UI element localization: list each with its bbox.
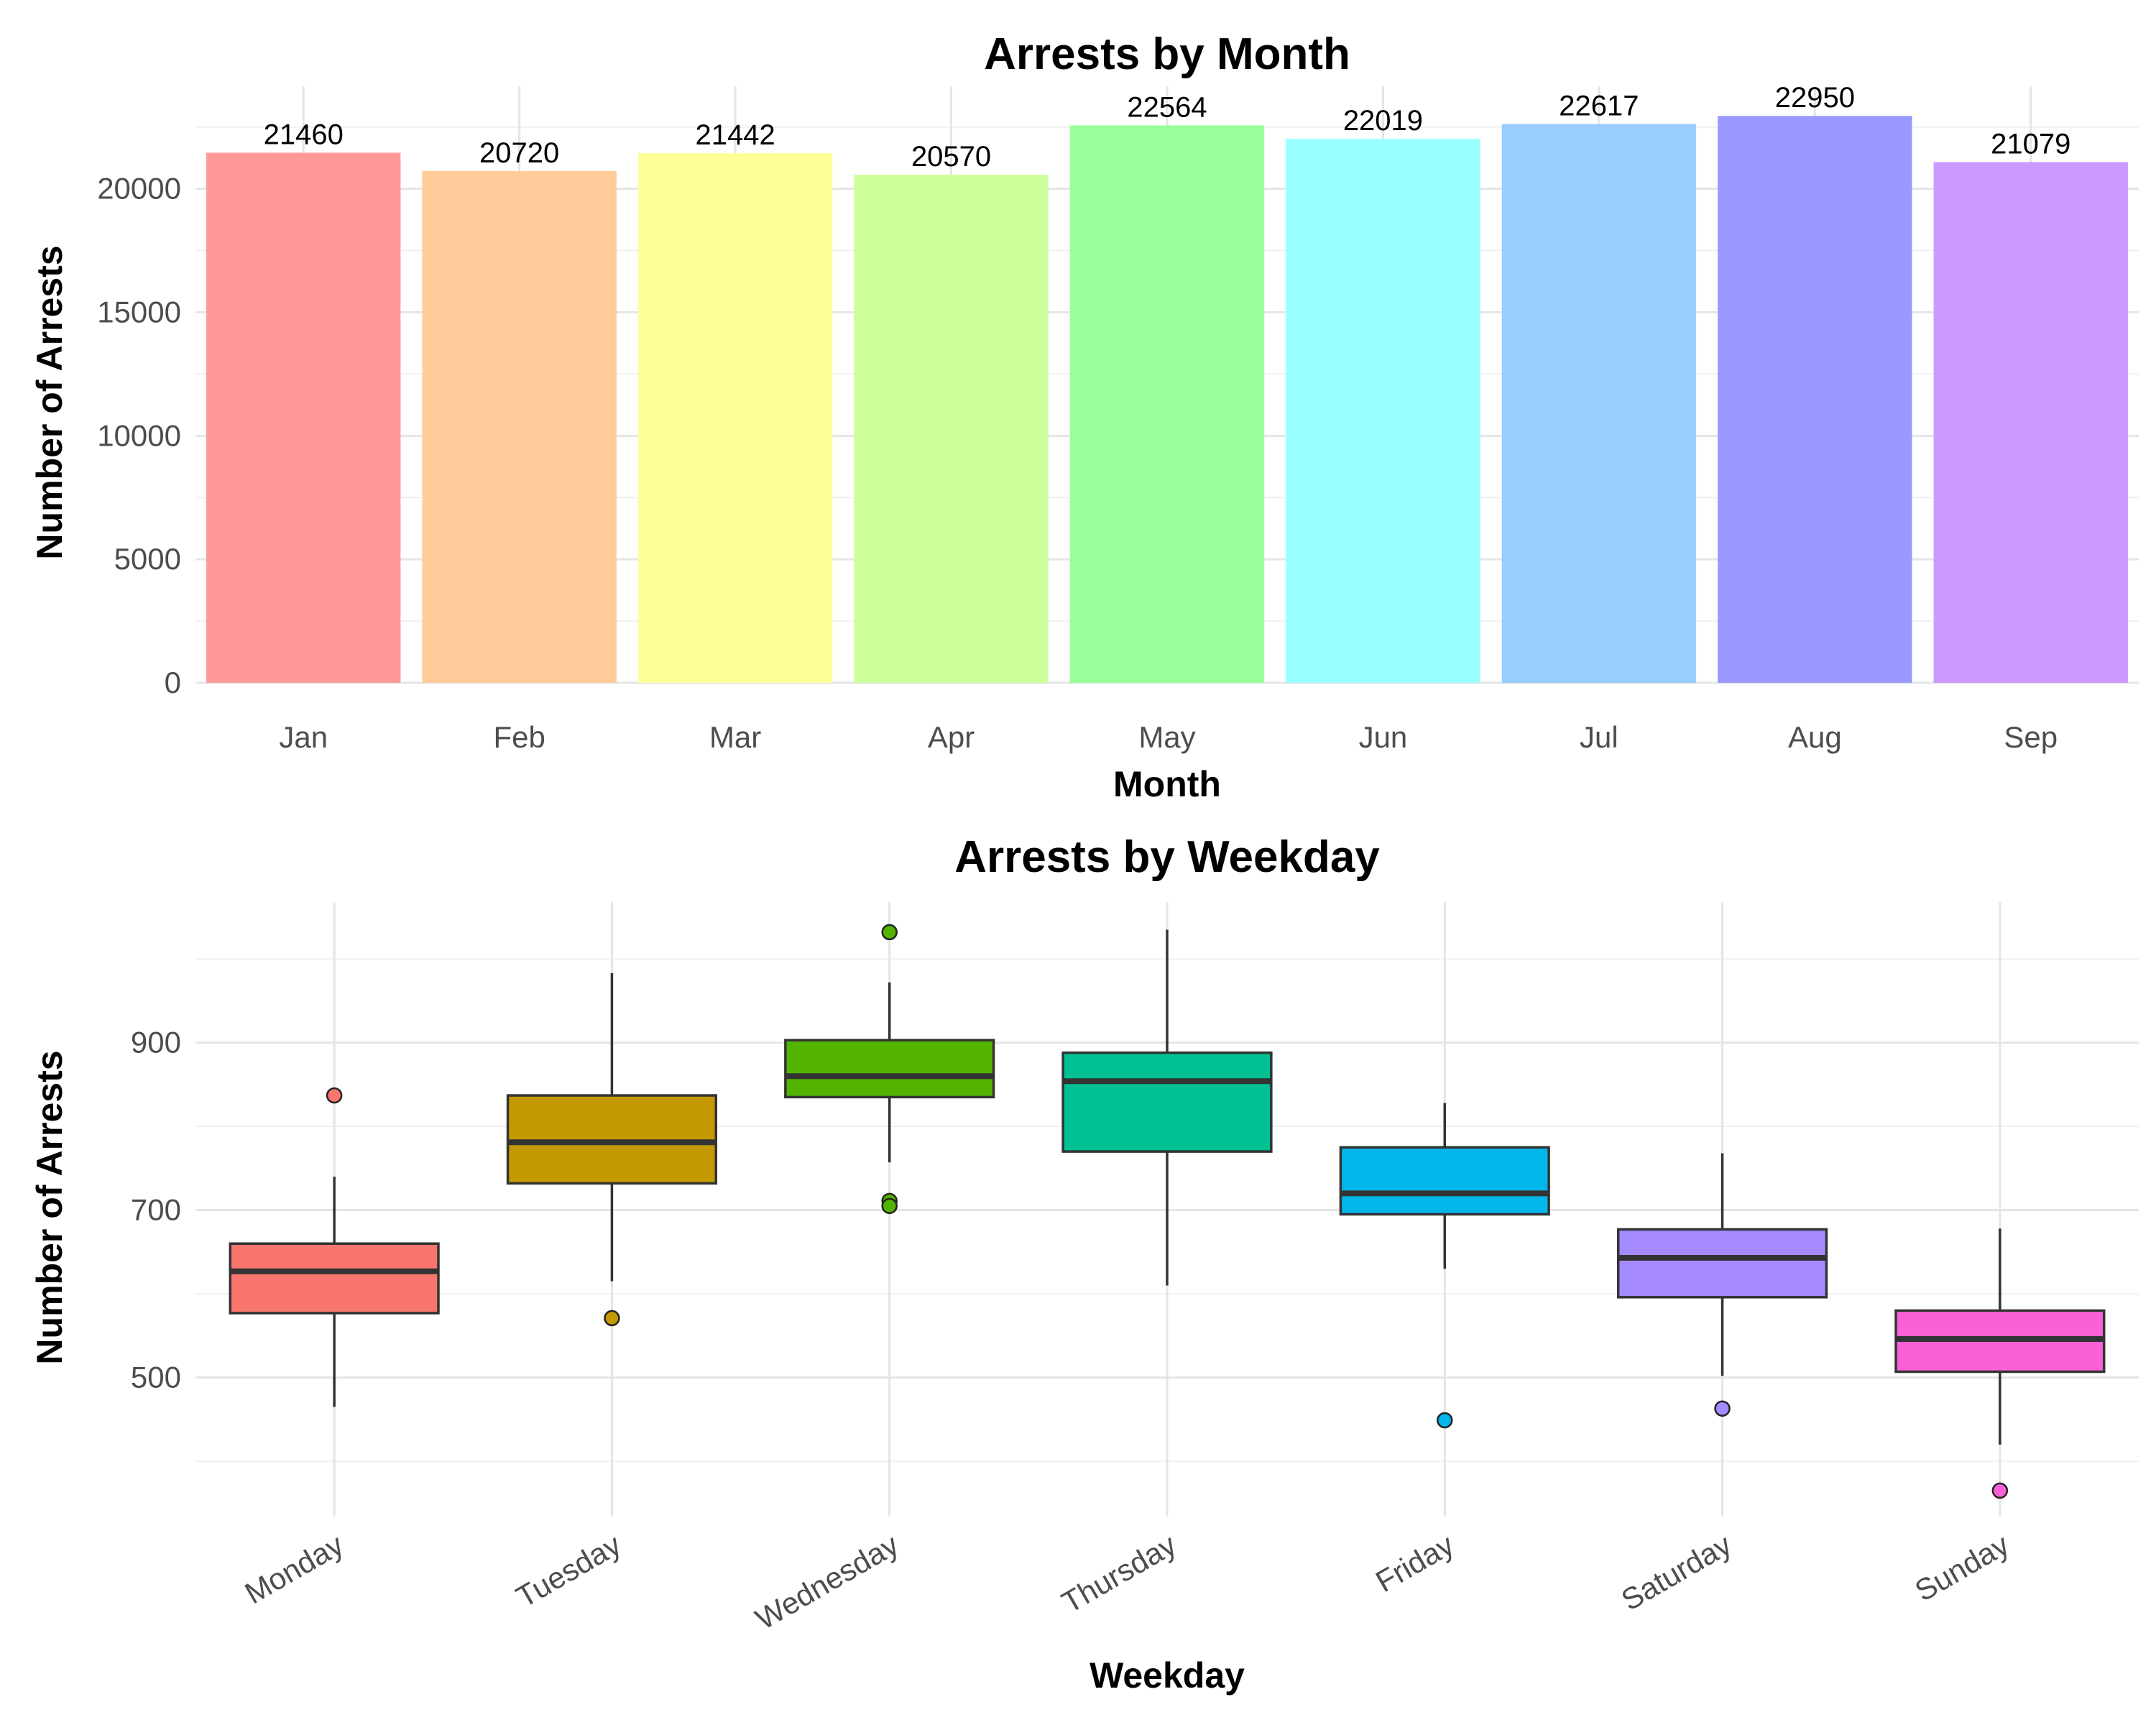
- box-outlier-point: [604, 1310, 620, 1327]
- bar-apr: [854, 175, 1049, 684]
- bar-chart-bars: [206, 116, 2128, 684]
- box-plot-y-axis-title: Number of Arrests: [29, 1050, 70, 1364]
- box-plot-y-axis: 500 700 900: [131, 1026, 181, 1394]
- bar-jul: [1501, 124, 1697, 683]
- bar-feb: [422, 170, 617, 684]
- bar-chart-panel: Arrests by Month 21460 20720 21442 20570 225…: [29, 29, 2139, 804]
- box-sunday: [1894, 1228, 2106, 1499]
- bar-x-tick-label: Jan: [279, 720, 328, 754]
- box-plot-x-axis-title: Weekday: [1089, 1655, 1245, 1696]
- box-iqr-rect: [1339, 1146, 1550, 1216]
- box-x-tick-label: Wednesday: [750, 1527, 904, 1636]
- bar-value-label: 22019: [1343, 105, 1423, 137]
- bar-x-tick-label: Jul: [1580, 720, 1618, 754]
- box-outlier-point: [881, 1197, 898, 1215]
- bar-chart-x-axis: Jan Feb Mar Apr May Jun Jul Aug Sep: [279, 720, 2058, 754]
- box-x-tick-label: Saturday: [1616, 1527, 1737, 1617]
- box-friday: [1339, 1103, 1550, 1429]
- box-iqr-rect: [229, 1242, 440, 1315]
- bar-chart-y-axis: 0 5000 10000 15000 20000: [97, 172, 181, 699]
- bar-x-tick-label: May: [1138, 720, 1195, 754]
- bar-value-label: 21079: [1991, 129, 2070, 160]
- bar-x-tick-label: Mar: [709, 720, 761, 754]
- box-wednesday: [784, 924, 995, 1215]
- bar-chart-title: Arrests by Month: [984, 29, 1350, 79]
- box-y-tick-label: 900: [131, 1026, 181, 1059]
- box-outlier-point: [1714, 1400, 1731, 1417]
- box-tuesday: [506, 973, 718, 1327]
- box-outlier-point: [1991, 1482, 2009, 1499]
- bar-value-label: 22950: [1775, 82, 1855, 114]
- box-y-tick-label: 700: [131, 1193, 181, 1227]
- bar-value-label: 22564: [1127, 92, 1207, 124]
- bar-jun: [1286, 139, 1480, 684]
- bar-sep: [1933, 162, 2128, 683]
- bar-may: [1069, 125, 1265, 683]
- box-plot-x-axis: Monday Tuesday Wednesday Thursday Friday Satu…: [239, 1527, 2015, 1636]
- bar-chart-y-axis-title: Number of Arrests: [29, 245, 70, 559]
- bar-y-tick-label: 5000: [114, 542, 181, 576]
- bar-chart-data-labels: 21460 20720 21442 20570 22564 22019 22617 22950…: [264, 82, 2071, 172]
- box-monday: [229, 1087, 440, 1407]
- box-x-tick-label: Tuesday: [510, 1527, 627, 1614]
- bar-x-tick-label: Jun: [1359, 720, 1408, 754]
- bar-y-tick-label: 10000: [97, 418, 181, 452]
- box-y-tick-label: 500: [131, 1361, 181, 1394]
- bar-value-label: 21460: [264, 119, 344, 150]
- bar-mar: [637, 153, 833, 684]
- box-iqr-rect: [1616, 1228, 1828, 1299]
- bar-x-tick-label: Feb: [493, 720, 545, 754]
- box-x-tick-label: Thursday: [1056, 1527, 1181, 1619]
- bar-x-tick-label: Sep: [2004, 720, 2058, 754]
- box-plot-panel: Arrests by Weekday 500 700 900 Monday Tuesd…: [29, 832, 2139, 1696]
- box-thursday: [1061, 929, 1273, 1286]
- box-outlier-point: [326, 1087, 343, 1104]
- box-outlier-point: [1437, 1412, 1453, 1429]
- box-x-tick-label: Sunday: [1909, 1527, 2014, 1608]
- bar-value-label: 20720: [479, 137, 559, 169]
- bar-jan: [206, 152, 401, 683]
- bar-chart-x-axis-title: Month: [1113, 764, 1221, 804]
- bar-value-label: 21442: [695, 119, 775, 151]
- box-outlier-point: [881, 924, 898, 941]
- bar-x-tick-label: Aug: [1788, 720, 1842, 754]
- bar-y-tick-label: 0: [165, 666, 181, 699]
- bar-aug: [1718, 116, 1912, 683]
- bar-y-tick-label: 15000: [97, 295, 181, 328]
- box-x-tick-label: Friday: [1370, 1527, 1460, 1598]
- bar-value-label: 20570: [911, 141, 991, 172]
- box-x-tick-label: Monday: [239, 1527, 349, 1610]
- box-iqr-rect: [1061, 1051, 1273, 1153]
- bar-x-tick-label: Apr: [928, 720, 975, 754]
- box-plot-title: Arrests by Weekday: [954, 832, 1380, 882]
- box-iqr-rect: [506, 1094, 718, 1185]
- box-plot-boxes: [229, 924, 2106, 1499]
- bar-value-label: 22617: [1559, 91, 1639, 122]
- box-saturday: [1616, 1153, 1828, 1417]
- bar-y-tick-label: 20000: [97, 172, 181, 206]
- box-iqr-rect: [784, 1039, 995, 1099]
